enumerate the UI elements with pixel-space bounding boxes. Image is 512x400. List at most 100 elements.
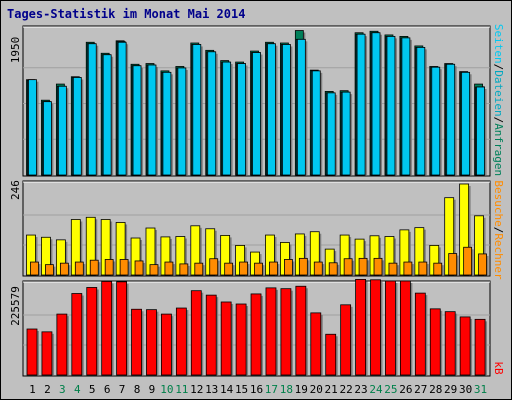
bar-kb-3 [56,313,68,376]
bar-seiten-25 [386,36,396,176]
legend-hits-item: Seiten [492,24,505,64]
bar-kb-28 [429,308,441,376]
legend-hits-item: / [492,117,505,124]
x-tick-3: 3 [59,383,66,396]
x-tick-18: 18 [280,383,293,396]
x-tick-31: 31 [474,383,487,396]
x-tick-8: 8 [134,383,141,396]
bar-seiten-13 [207,51,217,176]
legend-visits-item: / [492,227,505,234]
bar-seiten-23 [356,33,366,176]
bar-kb-18 [280,288,292,376]
bar-seiten-18 [282,44,291,176]
bar-kb-14 [220,301,232,376]
x-tick-10: 10 [160,383,173,396]
bar-rechner-8 [134,260,144,276]
bar-seiten-6 [102,54,112,176]
bar-kb-20 [310,312,322,376]
bar-kb-19 [295,285,307,376]
bar-seiten-2 [43,101,52,176]
bar-seiten-7 [117,41,127,176]
x-tick-4: 4 [74,383,81,396]
bar-seiten-29 [446,63,456,176]
bar-seiten-12 [192,44,202,176]
bar-seiten-19 [296,38,306,176]
bar-rechner-15 [239,261,248,276]
bar-kb-12 [190,290,202,376]
bar-kb-4 [71,293,83,376]
bar-kb-25 [385,280,396,376]
bar-kb-16 [250,293,262,376]
bar-seiten-9 [147,64,157,176]
x-tick-29: 29 [444,383,457,396]
bar-rechner-3 [59,262,69,276]
bar-seiten-21 [326,92,336,176]
x-tick-7: 7 [119,383,126,396]
bar-rechner-9 [149,264,159,276]
bar-kb-31 [474,318,486,376]
x-tick-25: 25 [384,383,397,396]
x-tick-15: 15 [235,383,248,396]
bar-seiten-8 [132,65,142,176]
x-tick-28: 28 [429,383,442,396]
legend-visits: Besuche/Rechner [492,180,505,280]
x-tick-14: 14 [220,383,234,396]
y-max-hits: 1950 [9,37,22,64]
bar-rechner-18 [284,259,293,276]
bar-rechner-17 [269,261,278,276]
bar-rechner-13 [209,258,219,276]
legend-visits-item: Besuche [492,180,505,226]
x-tick-21: 21 [325,383,338,396]
bar-seiten-20 [311,70,321,176]
bar-kb-10 [161,313,172,376]
bar-seiten-17 [267,43,276,176]
bar-rechner-5 [89,259,99,276]
bar-kb-7 [116,281,128,376]
bar-kb-1 [26,328,38,376]
bar-rechner-19 [298,257,308,276]
x-tick-2: 2 [44,383,51,396]
bar-seiten-14 [222,61,232,176]
bar-kb-6 [101,281,113,376]
bar-seiten-5 [87,43,97,176]
y-max-kbytes: 225579 [9,286,22,326]
x-tick-26: 26 [399,383,412,396]
bar-kb-30 [459,316,471,376]
bar-rechner-11 [179,263,189,276]
bar-kb-21 [325,333,337,376]
bar-kb-29 [444,311,456,376]
y-max-visits: 246 [9,180,22,200]
bar-rechner-26 [403,261,413,276]
bar-kb-8 [131,308,142,376]
bar-kb-23 [355,278,366,376]
bar-rechner-23 [358,257,368,276]
x-tick-19: 19 [295,383,308,396]
x-tick-27: 27 [414,383,427,396]
bar-kb-9 [146,309,157,376]
bar-seiten-10 [162,71,172,176]
bar-seiten-28 [431,66,441,176]
bar-rechner-30 [463,246,473,276]
bar-seiten-1 [28,79,37,176]
chart-title: Tages-Statistik im Monat Mai 2014 [7,7,246,21]
bar-seiten-3 [57,85,67,176]
x-tick-13: 13 [205,383,218,396]
bar-seiten-15 [237,63,246,176]
bar-seiten-31 [476,86,485,176]
bar-rechner-21 [328,262,338,276]
x-tick-22: 22 [339,383,352,396]
x-tick-6: 6 [104,383,111,396]
bar-rechner-31 [478,253,487,276]
bar-rechner-27 [418,261,428,276]
bar-seiten-26 [401,37,411,176]
bar-kb-13 [205,294,217,376]
bar-rechner-24 [373,257,383,276]
bar-seiten-24 [371,32,381,176]
bar-kb-17 [265,287,277,376]
legend-kbytes: kB [492,361,505,375]
bar-kb-2 [41,331,53,376]
x-tick-23: 23 [354,383,367,396]
legend-kbytes-item: kB [492,361,505,375]
legend-hits-item: / [492,64,505,71]
